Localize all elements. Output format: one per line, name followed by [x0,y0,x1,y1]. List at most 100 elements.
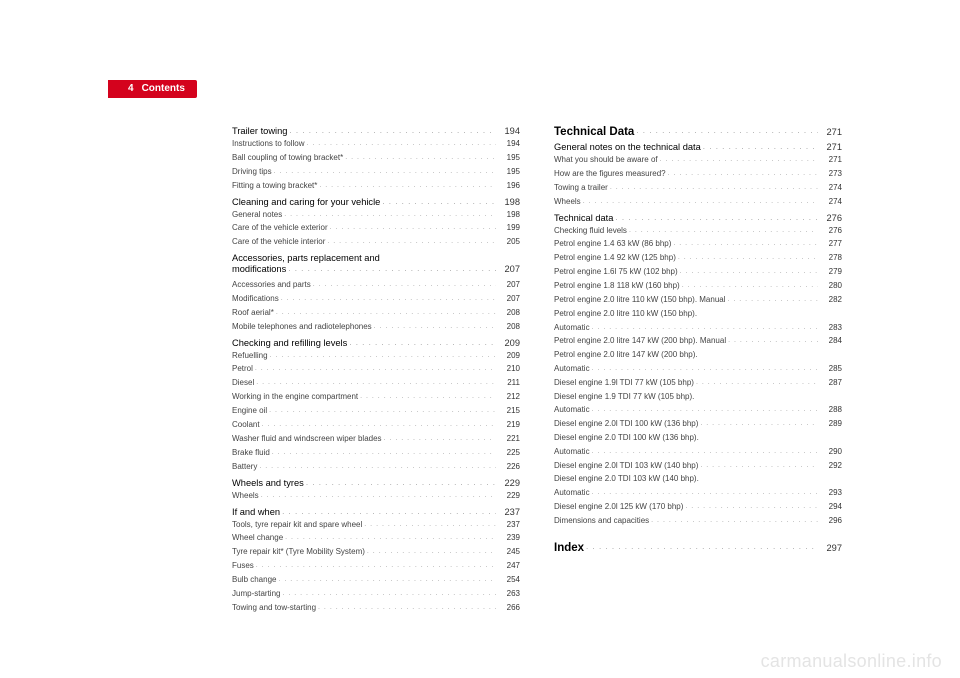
toc-sub-row: Care of the vehicle interior205 [232,235,520,249]
toc-sub-row: Care of the vehicle exterior199 [232,221,520,235]
toc-label: Bulb change [232,573,276,587]
toc-leader-dots [671,238,818,250]
toc-label: Wheels and tyres [232,478,304,488]
toc-page: 283 [818,321,842,335]
toc-page: 277 [818,237,842,251]
toc-label: Index [554,542,584,554]
toc-sub-row: Mobile telephones and radiotelephones208 [232,320,520,334]
toc-sub-row: General notes198 [232,208,520,222]
toc-leader-dots [726,294,818,306]
toc-page: 276 [818,213,842,223]
toc-label: Automatic [554,403,590,417]
toc-label: Driving tips [232,165,272,179]
toc-leader-dots [287,126,496,135]
toc-page: 209 [496,338,520,348]
toc-sub-row: Accessories and parts207 [232,278,520,292]
toc-label: Diesel engine 2.0 TDI 103 kW (140 bhp). [554,472,699,486]
toc-heading-row: Technical data 276 [554,213,842,223]
toc-page: 254 [496,573,520,587]
toc-leader-dots [317,180,496,192]
toc-sub-row-cont: Automatic290 [554,445,842,459]
toc-label: Roof aerial* [232,306,274,320]
toc-label: Diesel engine 2.0l TDI 103 kW (140 bhp) [554,459,698,473]
toc-sub-row: Petrol engine 2.0 litre 110 kW (150 bhp)… [554,307,842,321]
toc-column-left: Trailer towing194Instructions to follow1… [232,122,520,615]
toc-label: Petrol engine 1.8 118 kW (160 bhp) [554,279,680,293]
toc-leader-dots [658,154,818,166]
toc-label: Automatic [554,321,590,335]
toc-leader-dots [372,321,496,333]
toc-heading-row: If and when237 [232,507,520,517]
toc-page: 195 [496,165,520,179]
toc-leader-dots [283,532,496,544]
toc-sub-row: Petrol engine 1.6l 75 kW (102 bhp)279 [554,265,842,279]
toc-sub-row: Working in the engine compartment212 [232,390,520,404]
toc-label: How are the figures measured? [554,167,666,181]
toc-page: 247 [496,559,520,573]
toc-leader-dots [311,279,496,291]
toc-leader-dots [680,280,818,292]
toc-leader-dots [694,377,818,389]
toc-label: Petrol engine 2.0 litre 147 kW (200 bhp)… [554,334,726,348]
toc-page: 290 [818,445,842,459]
toc-label: Trailer towing [232,126,287,136]
toc-leader-dots [274,307,496,319]
toc-leader-dots [304,138,496,150]
toc-leader-dots [280,507,496,516]
toc-label: General notes [232,208,282,222]
toc-label: Jump-starting [232,587,280,601]
document-page: 4Contents Trailer towing194Instructions … [0,0,960,678]
toc-leader-dots [678,266,818,278]
toc-page: 294 [818,500,842,514]
toc-label: Towing and tow-starting [232,601,316,615]
toc-sub-row: Diesel engine 2.0 TDI 103 kW (140 bhp). [554,472,842,486]
toc-page: 263 [496,587,520,601]
toc-label: Petrol engine 2.0 litre 147 kW (200 bhp)… [554,348,698,362]
toc-heading-row: Cleaning and caring for your vehicle198 [232,197,520,207]
toc-sub-row: Coolant219 [232,418,520,432]
toc-leader-dots [343,152,496,164]
toc-page: 207 [496,278,520,292]
toc-page: 273 [818,167,842,181]
toc-leader-dots [328,222,496,234]
toc-sub-row: Diesel engine 2.0 TDI 100 kW (136 bhp). [554,431,842,445]
toc-leader-dots [590,363,818,375]
toc-sub-row: Fitting a towing bracket*196 [232,179,520,193]
toc-sub-row: Brake fluid225 [232,446,520,460]
page-tab: 4Contents [108,80,197,98]
toc-page: 285 [818,362,842,376]
toc-page: 288 [818,403,842,417]
toc-sub-row: Petrol engine 1.8 118 kW (160 bhp)280 [554,279,842,293]
toc-leader-dots [267,405,496,417]
toc-leader-dots [316,602,496,614]
toc-sub-row: Diesel engine 2.0l 125 kW (170 bhp)294 [554,500,842,514]
toc-sub-row: What you should be aware of271 [554,153,842,167]
toc-label: Petrol engine 1.6l 75 kW (102 bhp) [554,265,678,279]
toc-leader-dots [698,418,818,430]
toc-label: Tyre repair kit* (Tyre Mobility System) [232,545,365,559]
toc-leader-dots [590,404,818,416]
toc-label: Washer fluid and windscreen wiper blades [232,432,382,446]
toc-label: Technical data [554,213,613,223]
toc-sub-row: Towing and tow-starting266 [232,601,520,615]
toc-leader-dots [380,197,496,206]
toc-page: 207 [496,262,520,278]
toc-page: 274 [818,181,842,195]
toc-sub-row-cont: Automatic293 [554,486,842,500]
toc-sub-row: Refuelling209 [232,349,520,363]
toc-page: 284 [818,334,842,348]
toc-leader-dots [584,542,818,551]
toc-label: Wheels [554,195,581,209]
toc-leader-dots [590,446,818,458]
toc-label: Care of the vehicle exterior [232,221,328,235]
toc-heading-row: Wheels and tyres229 [232,478,520,488]
toc-sub-row: Jump-starting 263 [232,587,520,601]
toc-leader-dots [666,168,818,180]
toc-page: 196 [496,179,520,193]
toc-leader-dots [590,487,818,499]
toc-page: 271 [818,127,842,137]
toc-sub-row: Modifications207 [232,292,520,306]
toc-sub-row: Petrol engine 2.0 litre 147 kW (200 bhp)… [554,334,842,348]
toc-page: 208 [496,320,520,334]
toc-leader-dots [358,391,496,403]
